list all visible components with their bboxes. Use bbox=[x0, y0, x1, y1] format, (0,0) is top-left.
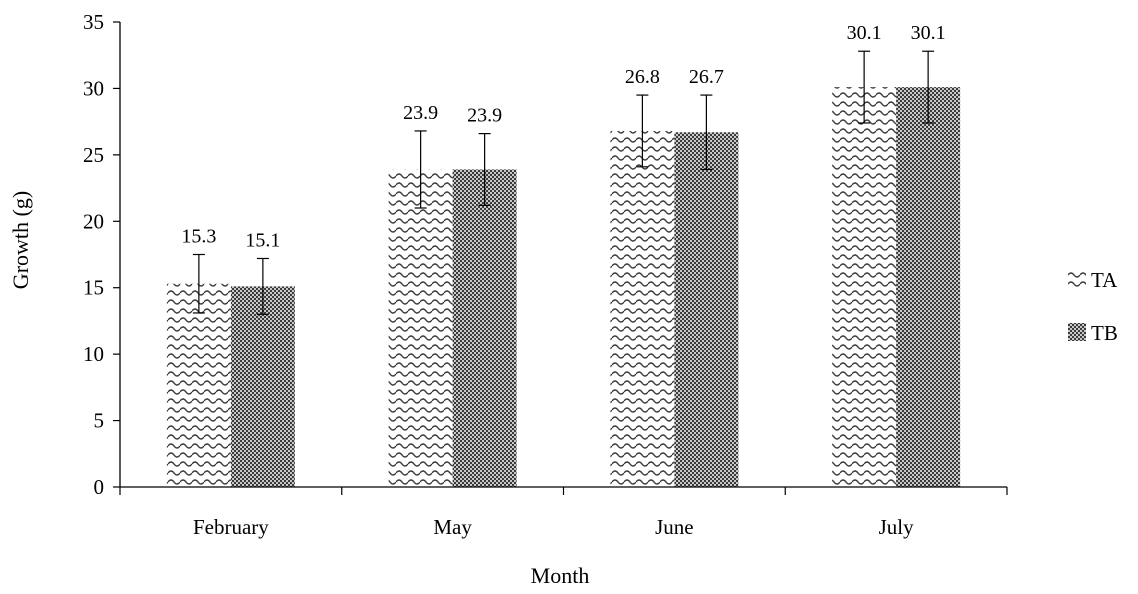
x-tick-label: June bbox=[655, 515, 694, 539]
data-label: 26.7 bbox=[689, 66, 724, 88]
y-tick-label: 0 bbox=[94, 475, 105, 499]
plot-area: 15.3 15.1 23.9 23.9 26.8 26.7 30.1 30.1 bbox=[166, 22, 961, 487]
legend-label: TB bbox=[1091, 321, 1118, 345]
bar-ta bbox=[832, 87, 897, 487]
x-axis-title: Month bbox=[531, 563, 590, 588]
y-tick-label: 15 bbox=[83, 276, 104, 300]
x-tick-label: July bbox=[879, 515, 915, 539]
y-tick-label: 30 bbox=[83, 76, 104, 100]
data-label: 30.1 bbox=[911, 22, 946, 44]
x-axis: February May June July bbox=[119, 486, 1008, 539]
x-tick-label: May bbox=[433, 515, 472, 539]
bar-tb bbox=[452, 169, 517, 487]
data-label: 15.1 bbox=[245, 229, 280, 251]
x-tick-label: February bbox=[193, 515, 269, 539]
y-tick-label: 5 bbox=[94, 409, 105, 433]
bar-ta bbox=[388, 169, 453, 487]
y-tick-label: 35 bbox=[83, 10, 104, 34]
data-label: 23.9 bbox=[403, 102, 438, 124]
bar-tb bbox=[674, 132, 739, 487]
legend-label: TA bbox=[1091, 268, 1118, 292]
bar-tb bbox=[896, 87, 961, 487]
y-tick-label: 10 bbox=[83, 342, 104, 366]
legend: TA TB bbox=[1068, 268, 1118, 345]
bar-ta bbox=[610, 130, 675, 487]
data-label: 23.9 bbox=[467, 105, 502, 127]
data-label: 15.3 bbox=[181, 226, 216, 248]
bar-tb bbox=[230, 286, 295, 487]
data-label: 26.8 bbox=[625, 66, 660, 88]
y-axis-title: Growth (g) bbox=[8, 191, 33, 289]
legend-swatch-tb bbox=[1068, 323, 1086, 341]
y-tick-label: 20 bbox=[83, 209, 104, 233]
bar-ta bbox=[166, 283, 231, 487]
y-axis: 0 5 10 15 20 25 30 35 bbox=[83, 10, 121, 499]
data-label: 30.1 bbox=[847, 22, 882, 44]
legend-swatch-ta bbox=[1068, 270, 1086, 288]
y-tick-label: 25 bbox=[83, 143, 104, 167]
